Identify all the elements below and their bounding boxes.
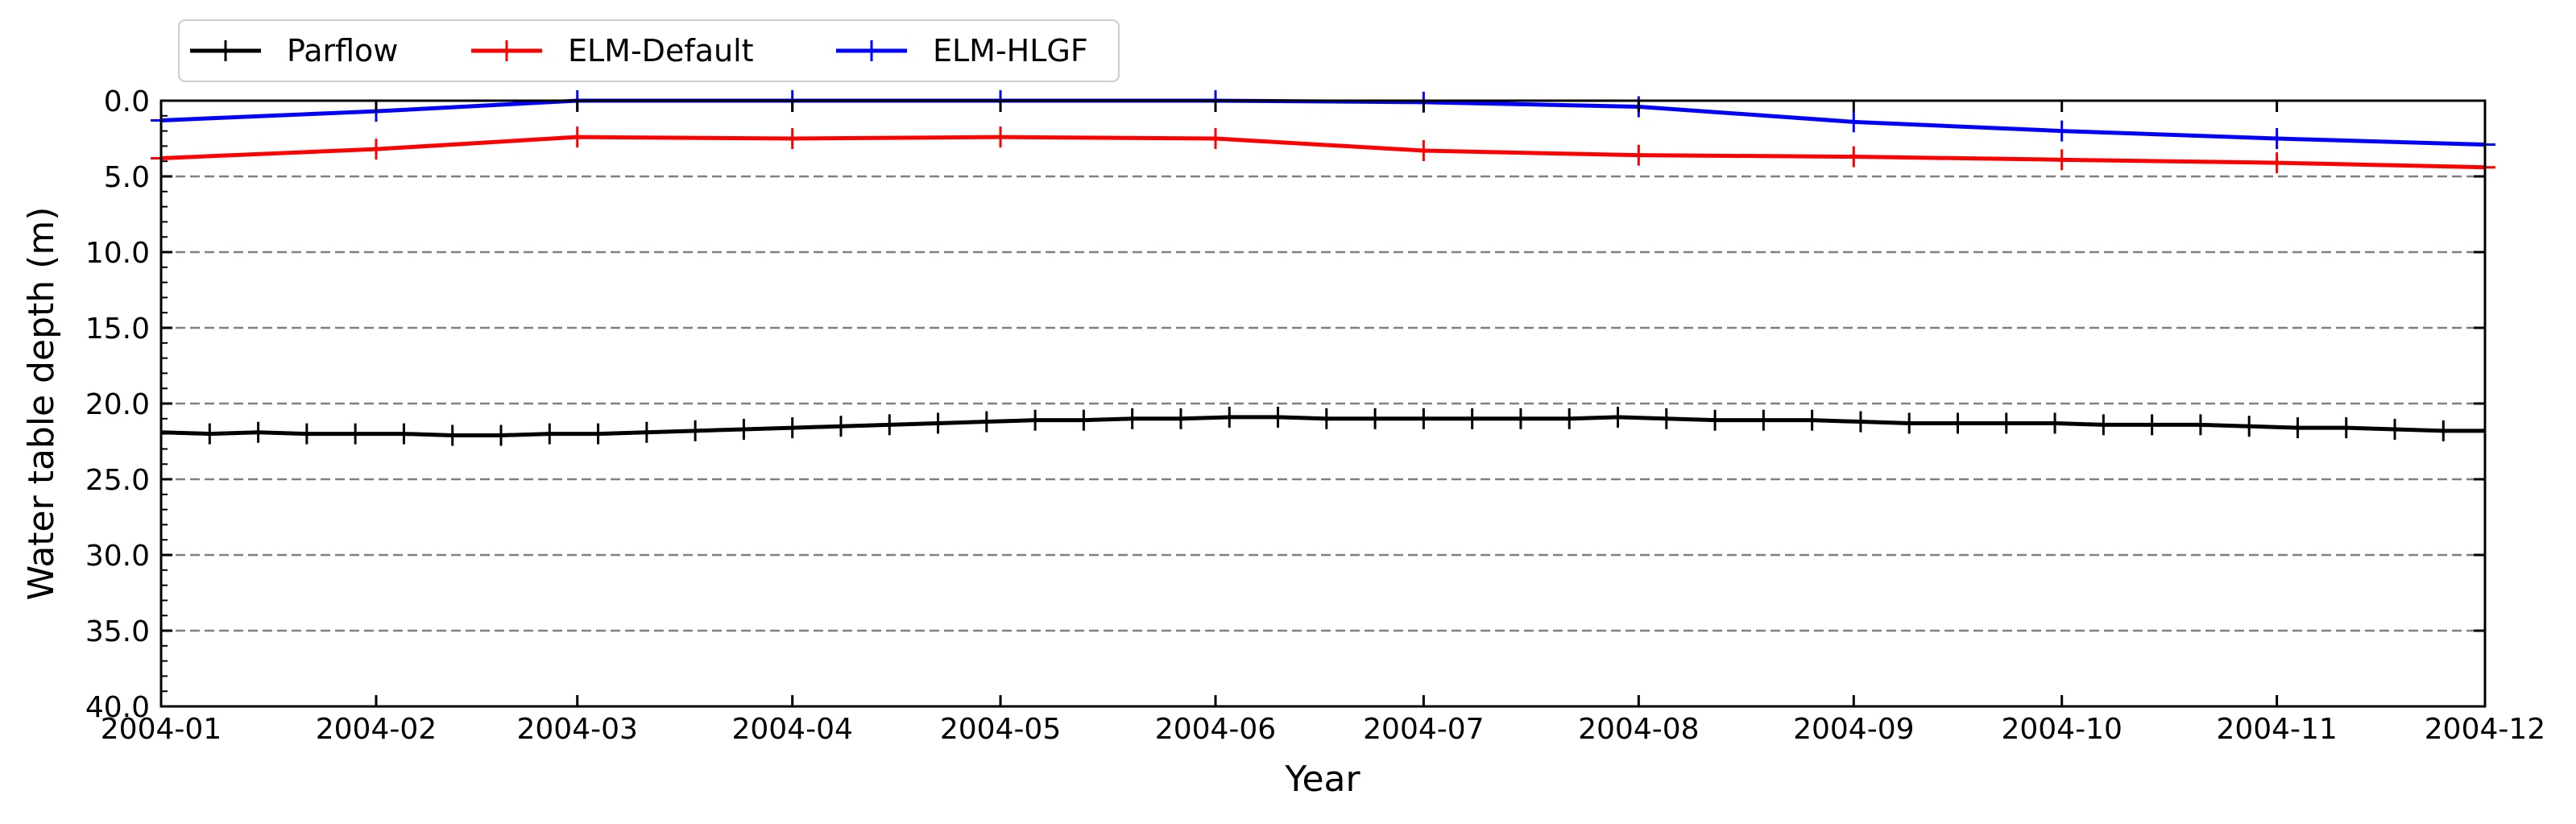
parflow-line [160, 415, 2485, 437]
legend-label-elm-default: ELM-Default [568, 33, 754, 68]
legend-label-elm-hlgf: ELM-HLGF [933, 33, 1088, 68]
legend-label-parflow: Parflow [287, 33, 398, 68]
y-tick-label: 25.0 [85, 464, 150, 497]
legend-box [178, 19, 1120, 82]
y-tick-label: 40.0 [85, 691, 150, 724]
x-tick-label: 2004-05 [940, 713, 1061, 746]
y-tick-label: 0.0 [104, 85, 150, 118]
x-tick-label: 2004-01 [101, 713, 222, 746]
x-tick-label: 2004-04 [731, 713, 852, 746]
y-tick-label: 35.0 [85, 615, 150, 648]
elm-default-line [160, 135, 2486, 170]
x-tick-label: 2004-08 [1578, 713, 1699, 746]
y-axis-title: Water table depth (m) [21, 207, 62, 601]
y-tick-label: 20.0 [85, 388, 150, 421]
x-tick-label: 2004-12 [2425, 713, 2545, 746]
y-tick-label: 30.0 [85, 540, 150, 573]
grid-lines [161, 175, 2485, 632]
y-tick-label: 10.0 [85, 237, 150, 270]
elm-hlgf-line [160, 98, 2486, 147]
y-axis-ticks: 0.0 5.0 10.0 15.0 20.0 25.0 30.0 35.0 40.0 [85, 85, 2485, 724]
x-axis-title: Year [1284, 759, 1360, 800]
series-lines [151, 90, 2495, 446]
x-tick-label: 2004-11 [2216, 713, 2337, 746]
x-tick-label: 2004-07 [1363, 713, 1484, 746]
x-tick-label: 2004-10 [2001, 713, 2122, 746]
x-tick-label: 2004-03 [517, 713, 638, 746]
x-tick-label: 2004-06 [1155, 713, 1276, 746]
y-tick-label: 5.0 [104, 161, 150, 194]
y-tick-label: 15.0 [85, 313, 150, 346]
x-tick-label: 2004-02 [316, 713, 437, 746]
x-axis-ticks: 2004-01 2004-02 2004-03 2004-04 2004-05 2004-… [101, 101, 2545, 746]
x-tick-label: 2004-09 [1793, 713, 1914, 746]
legend: Parflow ELM-Default ELM-HLGF [178, 19, 1120, 82]
